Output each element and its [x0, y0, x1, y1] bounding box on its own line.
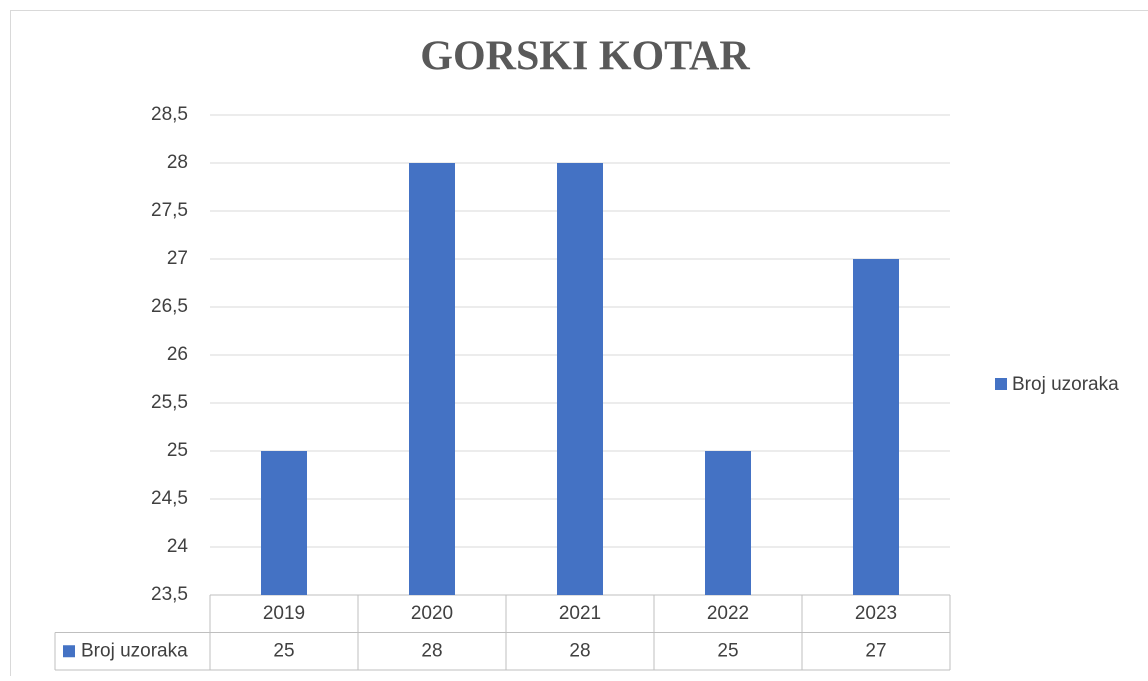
legend-key [995, 378, 1007, 390]
bar [409, 163, 455, 595]
bar [853, 259, 899, 595]
y-tick-label: 24 [167, 536, 189, 557]
y-tick-label: 25,5 [151, 392, 188, 413]
x-tick-label: 2023 [855, 603, 897, 624]
table-series-name: Broj uzoraka [81, 640, 188, 661]
table-value: 25 [273, 640, 294, 661]
bar [557, 163, 603, 595]
x-tick-label: 2021 [559, 603, 601, 624]
table-value: 28 [421, 640, 442, 661]
bar [705, 451, 751, 595]
y-tick-label: 28,5 [151, 104, 188, 125]
y-tick-label: 26,5 [151, 296, 188, 317]
y-tick-label: 26 [167, 344, 188, 365]
y-tick-label: 25 [167, 440, 188, 461]
table-value: 28 [569, 640, 590, 661]
y-tick-label: 27 [167, 248, 188, 269]
legend-label: Broj uzoraka [1012, 374, 1119, 395]
x-tick-label: 2022 [707, 603, 749, 624]
x-tick-label: 2019 [263, 603, 305, 624]
table-value: 25 [717, 640, 738, 661]
table-legend-key [63, 645, 75, 657]
x-tick-label: 2020 [411, 603, 453, 624]
bar [261, 451, 307, 595]
y-tick-label: 28 [167, 152, 188, 173]
y-tick-label: 23,5 [151, 584, 188, 605]
y-tick-label: 24,5 [151, 488, 188, 509]
table-value: 27 [865, 640, 886, 661]
chart-title: GORSKI KOTAR [420, 34, 750, 80]
y-tick-label: 27,5 [151, 200, 188, 221]
